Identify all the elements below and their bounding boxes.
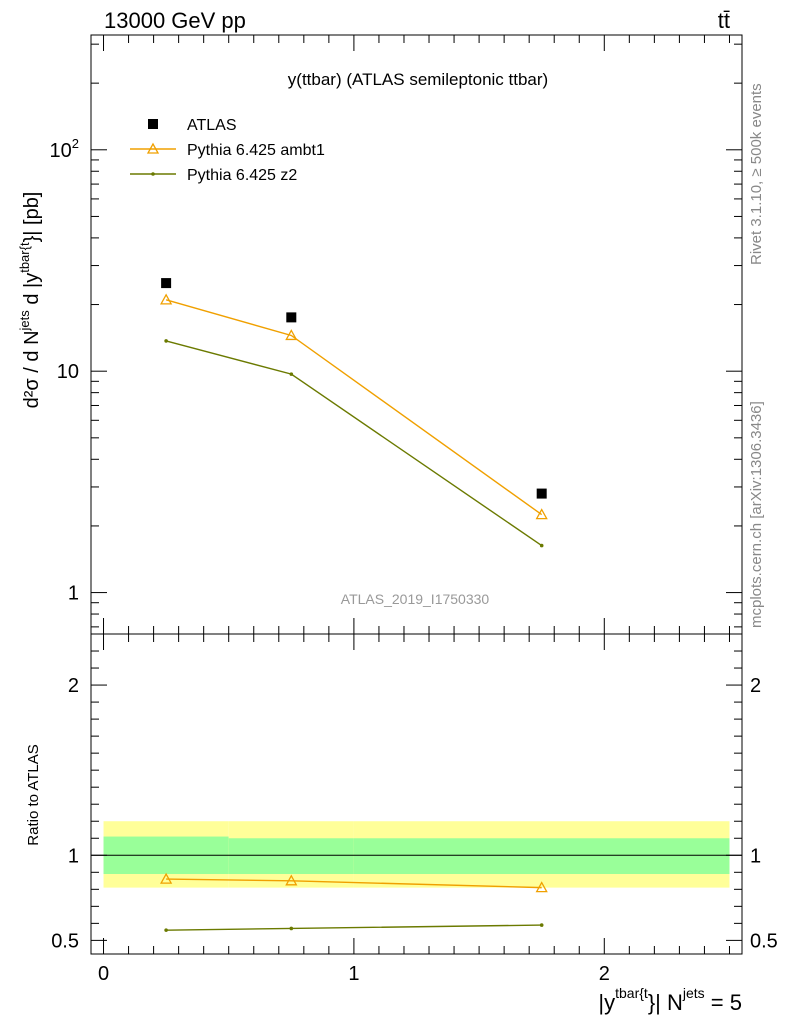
- xlabel-tail: = 5: [705, 990, 742, 1015]
- main-y-axis-label: d²σ / d Njets d |ytbar{t}| [pb]: [17, 192, 43, 409]
- main-point-s2-0: [164, 339, 168, 343]
- ratio-axis-ticks: [91, 634, 742, 954]
- ratio-point-s0-2: [535, 881, 548, 893]
- ratio-ytick-label-right-0: 0.5: [750, 930, 778, 952]
- ratio-ytick-label-right-2: 2: [750, 675, 761, 697]
- main-ytick-exp: 2: [72, 136, 79, 151]
- ylabel-sup1: jets: [17, 310, 32, 332]
- legend-label-1: Pythia 6.425 ambt1: [187, 142, 325, 159]
- ratio-ytick-label-left-1: 1: [68, 845, 79, 867]
- ratio-frame: [90, 633, 743, 955]
- ratio-stat-band-1: [228, 838, 354, 874]
- ratio-xtick-label-2: 2: [599, 963, 610, 985]
- main-axis-ticks: [91, 35, 742, 634]
- rivet-label: Rivet 3.1.10, ≥ 500k events: [748, 83, 765, 265]
- ratio-ytick-label-left-2: 2: [68, 675, 79, 697]
- xlabel-sup2: jets: [682, 985, 705, 1001]
- main-point-s2-2: [539, 543, 544, 548]
- legend-marker-0: [148, 119, 158, 129]
- legend-marker-2: [151, 172, 155, 176]
- legend: ATLAS Pythia 6.425 ambt1 Pythia 6.425 z2: [130, 117, 325, 184]
- ratio-tick-labels: 0.5 0.5 1 1 2 2 0 1 2: [51, 675, 778, 985]
- main-series-lines: [165, 299, 543, 547]
- energy-label: 13000 GeV pp: [104, 8, 246, 33]
- plot-title: y(ttbar) (ATLAS semileptonic ttbar): [288, 70, 548, 89]
- ratio-stat-band-2: [353, 838, 730, 874]
- ratio-panel: 0.5 0.5 1 1 2 2 0 1 2 Ratio to ATLAS |ytbar{t}| …: [25, 633, 778, 1015]
- ratio-y-axis-label: Ratio to ATLAS: [25, 744, 42, 845]
- legend-marker-1: [146, 142, 160, 154]
- svg-text:d²σ / d Njets d |ytbar{t}| [pb: d²σ / d Njets d |ytbar{t}| [pb]: [17, 192, 43, 409]
- main-line-series-1: [165, 299, 543, 516]
- ylabel-mid: d |y: [21, 273, 43, 310]
- ratio-point-s0-0: [160, 872, 173, 884]
- legend-label-0: ATLAS: [187, 117, 237, 134]
- ratio-ytick-label-left-0: 0.5: [51, 930, 79, 952]
- x-axis-label: |ytbar{t}| Njets = 5: [598, 985, 742, 1015]
- ratio-point-s1-2: [539, 923, 544, 927]
- ratio-bands: [103, 821, 730, 888]
- main-line-series-2: [165, 340, 543, 547]
- ratio-markers: [160, 872, 548, 932]
- xlabel-mid: }| N: [648, 990, 683, 1015]
- legend-label-2: Pythia 6.425 z2: [187, 167, 297, 184]
- main-point-s1-1: [285, 329, 298, 341]
- main-point-s0-0: [161, 278, 172, 289]
- watermark: ATLAS_2019_I1750330: [341, 591, 490, 607]
- ylabel-main: d²σ / d N: [21, 330, 43, 408]
- process-label: tt̄: [718, 8, 730, 33]
- main-ytick-label-0: 1: [68, 583, 79, 605]
- ylabel-tail: }| [pb]: [21, 192, 43, 243]
- ratio-line-series-1: [166, 924, 542, 931]
- ratio-ytick-label-right-1: 1: [750, 845, 761, 867]
- ratio-point-s1-0: [164, 928, 168, 932]
- ratio-line-series-0: [166, 878, 542, 889]
- ratio-point-s1-1: [289, 926, 294, 931]
- main-point-s0-2: [536, 488, 547, 499]
- main-ytick-label-2: 102: [50, 136, 79, 162]
- ratio-point-s0-1: [285, 874, 298, 886]
- main-point-s0-1: [286, 312, 297, 323]
- main-ytick-base: 10: [50, 140, 72, 162]
- xlabel-main: |y: [598, 990, 615, 1015]
- ylabel-sup2: tbar{t: [17, 242, 32, 273]
- xlabel-sup1: tbar{t: [615, 985, 648, 1001]
- main-markers: [160, 278, 548, 548]
- main-point-s1-2: [535, 508, 548, 520]
- main-point-s1-0: [160, 293, 173, 305]
- main-point-s2-1: [289, 372, 294, 376]
- main-ytick-label-1: 10: [57, 361, 79, 383]
- ratio-xtick-label-0: 0: [98, 963, 109, 985]
- ratio-xtick-label-1: 1: [348, 963, 359, 985]
- mcplots-label: mcplots.cern.ch [arXiv:1306.3436]: [748, 401, 765, 628]
